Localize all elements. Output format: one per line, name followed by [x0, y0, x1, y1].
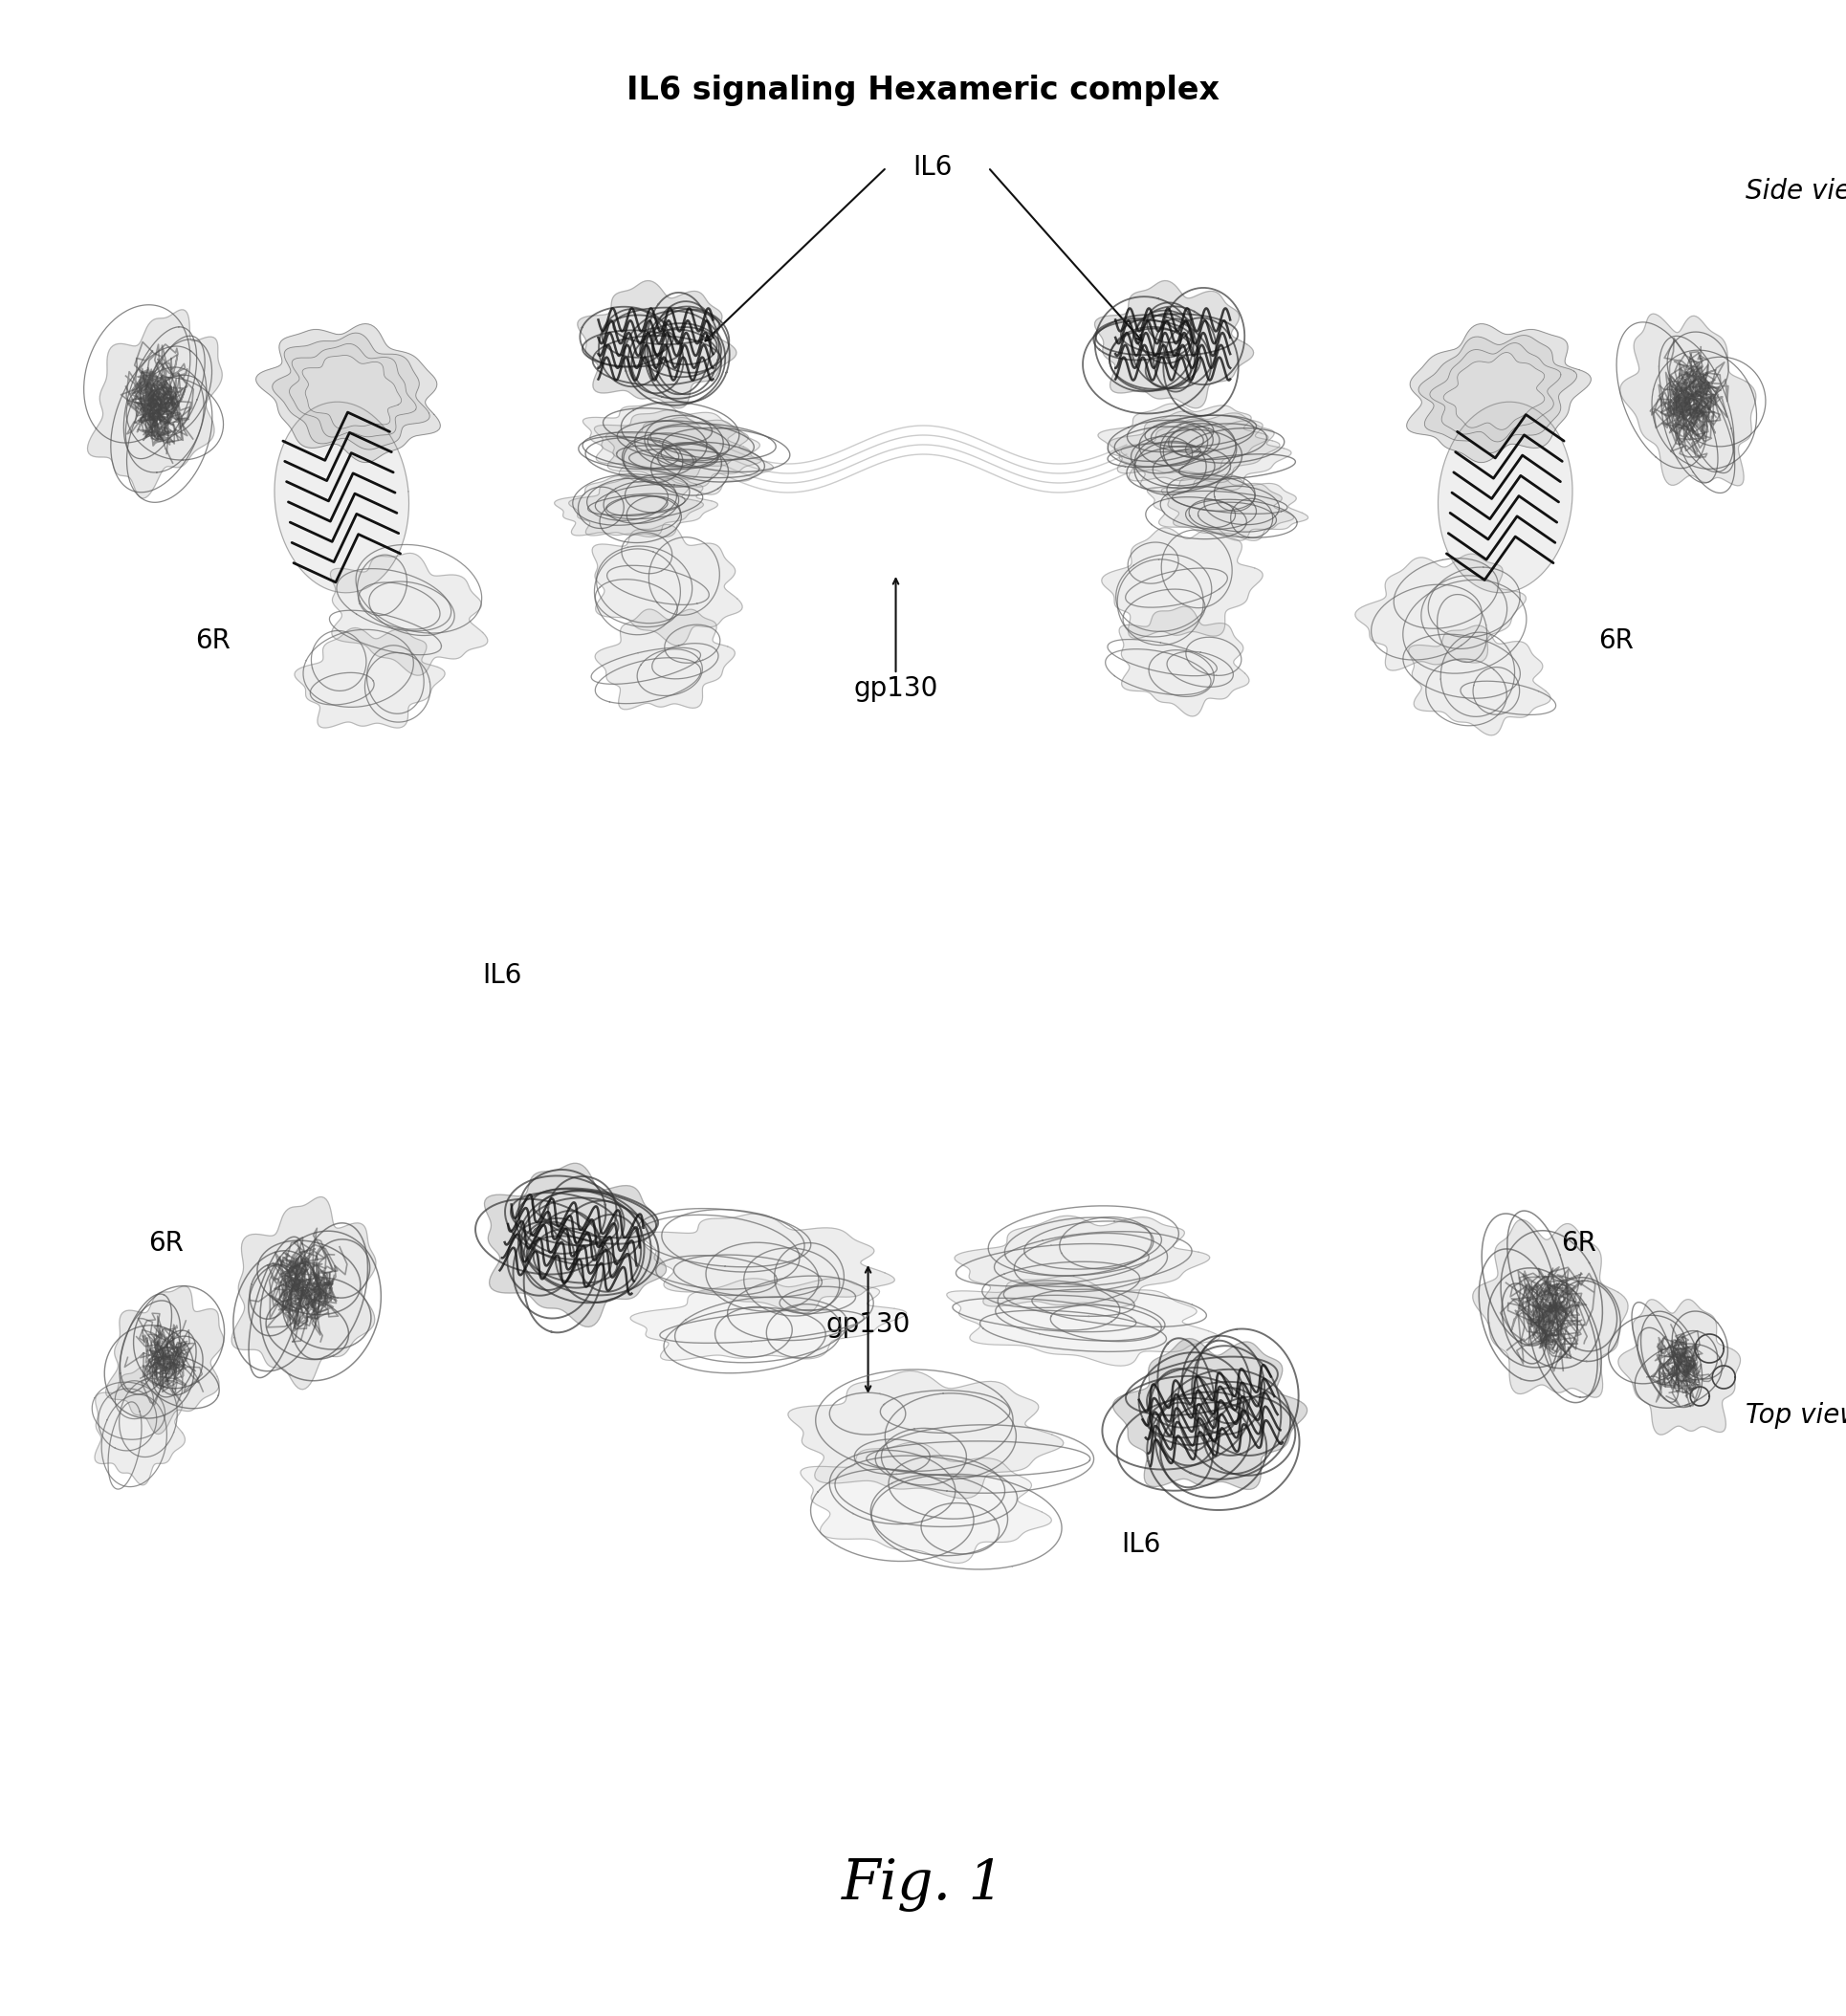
Polygon shape	[788, 1371, 1063, 1498]
Polygon shape	[1471, 1220, 1626, 1397]
Polygon shape	[294, 627, 445, 728]
Text: IL6: IL6	[1121, 1530, 1161, 1558]
Polygon shape	[105, 1286, 223, 1433]
Text: 6R: 6R	[1597, 627, 1634, 653]
Polygon shape	[578, 280, 737, 407]
Polygon shape	[1408, 625, 1551, 736]
Text: 6R: 6R	[194, 627, 231, 653]
Polygon shape	[1619, 314, 1756, 486]
Polygon shape	[594, 409, 761, 488]
Polygon shape	[257, 325, 439, 462]
Polygon shape	[1113, 1339, 1307, 1490]
Polygon shape	[1161, 474, 1307, 540]
Text: Side view: Side view	[1744, 177, 1846, 206]
Polygon shape	[94, 1367, 185, 1486]
Polygon shape	[1098, 403, 1268, 476]
Polygon shape	[231, 1198, 377, 1389]
Polygon shape	[484, 1163, 666, 1327]
Polygon shape	[554, 476, 703, 536]
Polygon shape	[275, 401, 408, 593]
Polygon shape	[593, 524, 742, 645]
Polygon shape	[629, 1278, 906, 1361]
Polygon shape	[303, 355, 401, 429]
Polygon shape	[330, 552, 487, 675]
Polygon shape	[1355, 554, 1525, 671]
Polygon shape	[271, 333, 430, 450]
Polygon shape	[799, 1441, 1050, 1562]
Polygon shape	[1418, 335, 1576, 454]
Text: 6R: 6R	[1560, 1230, 1597, 1256]
Text: 6R: 6R	[148, 1230, 185, 1256]
Text: IL6: IL6	[912, 153, 953, 181]
Text: Fig. 1: Fig. 1	[842, 1859, 1004, 1911]
Polygon shape	[1100, 528, 1263, 639]
Polygon shape	[594, 609, 735, 710]
Polygon shape	[1438, 401, 1571, 593]
Polygon shape	[87, 310, 222, 498]
Text: IL6 signaling Hexameric complex: IL6 signaling Hexameric complex	[626, 75, 1220, 107]
Polygon shape	[290, 343, 415, 437]
Text: Top view: Top view	[1744, 1401, 1846, 1429]
Polygon shape	[569, 476, 718, 536]
Polygon shape	[642, 1214, 893, 1314]
Text: IL6: IL6	[482, 962, 522, 990]
Polygon shape	[1095, 280, 1253, 407]
Polygon shape	[1407, 325, 1589, 462]
Text: gp130: gp130	[825, 1310, 910, 1339]
Polygon shape	[947, 1276, 1218, 1367]
Polygon shape	[1121, 419, 1290, 490]
Text: gp130: gp130	[853, 675, 938, 702]
Polygon shape	[1146, 474, 1292, 540]
Polygon shape	[1109, 411, 1279, 482]
Polygon shape	[583, 403, 749, 480]
Polygon shape	[1119, 607, 1248, 716]
Polygon shape	[1617, 1298, 1739, 1435]
Polygon shape	[605, 417, 773, 494]
Polygon shape	[1429, 343, 1560, 442]
Polygon shape	[1444, 353, 1543, 429]
Polygon shape	[954, 1216, 1209, 1306]
